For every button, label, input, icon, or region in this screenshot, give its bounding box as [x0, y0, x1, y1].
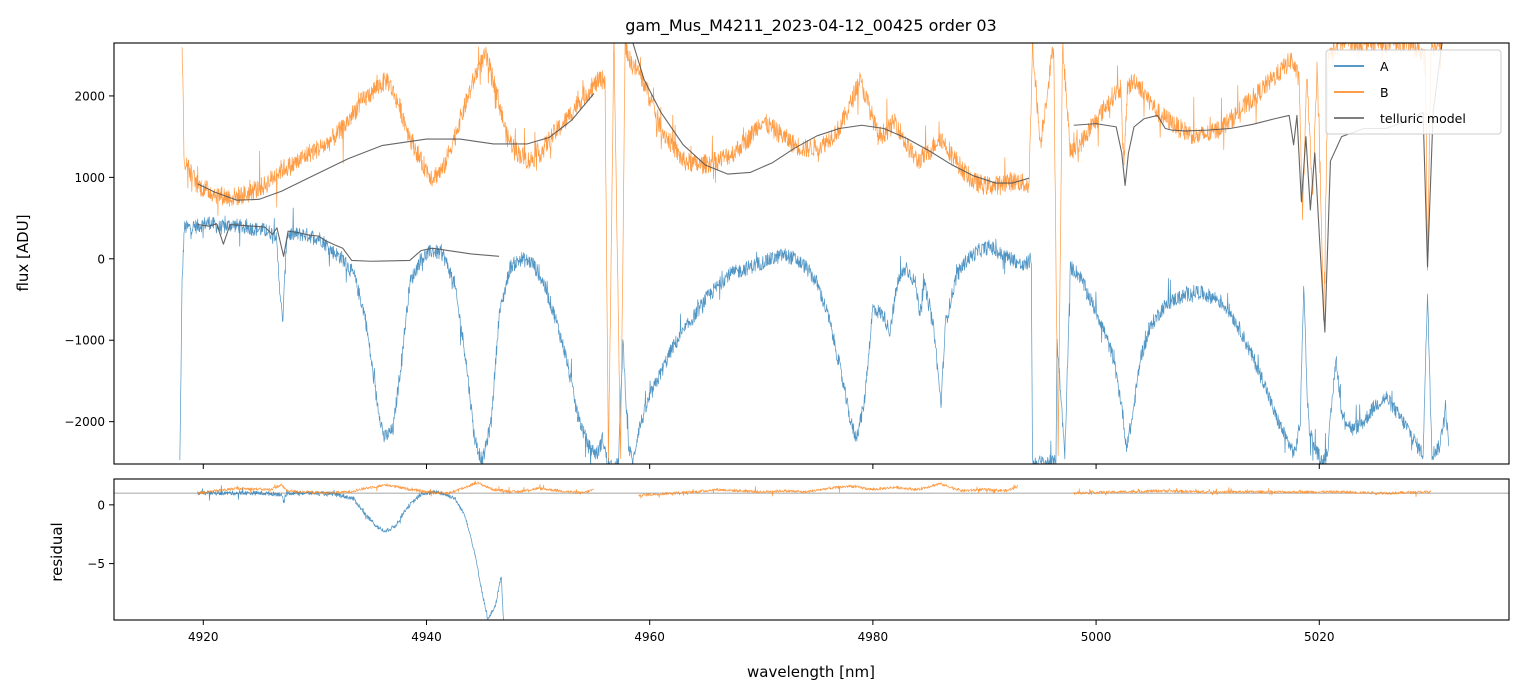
flux-telluric-model-c-line — [632, 43, 1030, 184]
flux-a-line — [179, 207, 1450, 464]
residual-y-tick-label: −5 — [87, 557, 105, 571]
a-residual-line — [197, 485, 504, 620]
flux-b-line — [181, 43, 1443, 462]
flux-telluric-model-a-line — [197, 223, 500, 262]
legend: A B telluric model — [1325, 49, 1502, 135]
x-tick-label: 5020 — [1304, 630, 1335, 644]
flux-y-tick-label: 0 — [97, 252, 105, 266]
legend-label-a: A — [1380, 59, 1389, 74]
residual-series-group — [114, 480, 1509, 620]
b-residual-line — [197, 480, 1432, 499]
flux-y-tick-label: −2000 — [64, 415, 105, 429]
residual-y-axis-label: residual — [48, 522, 66, 581]
residual-y-tick-label: 0 — [97, 498, 105, 512]
x-axis-label: wavelength [nm] — [747, 663, 875, 681]
flux-y-tick-label: 2000 — [74, 89, 105, 103]
flux-y-axis-label: flux [ADU] — [14, 214, 32, 291]
residual-y-ticks: −5 0 — [87, 498, 114, 571]
flux-axes-frame — [113, 42, 1510, 465]
residual-plot-area — [114, 479, 1509, 620]
residual-x-ticks: 4920 4940 4960 4980 5000 5020 — [188, 620, 1335, 644]
x-tick-label: 4940 — [411, 630, 442, 644]
residual-panel: −5 0 4920 4940 4960 4980 5000 5020 residual wa… — [48, 478, 1510, 681]
legend-label-telluric: telluric model — [1380, 111, 1466, 126]
x-tick-label: 5000 — [1081, 630, 1112, 644]
flux-y-tick-label: −1000 — [64, 334, 105, 348]
residual-axes-frame — [113, 478, 1510, 621]
flux-y-tick-label: 1000 — [74, 171, 105, 185]
flux-y-ticks: −2000 −1000 0 1000 2000 — [64, 89, 114, 429]
flux-telluric-model-b-line — [197, 93, 595, 201]
flux-panel: −2000 −1000 0 1000 2000 flux [ADU] A B tellu… — [14, 42, 1510, 469]
x-tick-label: 4960 — [634, 630, 665, 644]
x-tick-label: 4980 — [858, 630, 889, 644]
chart-title: gam_Mus_M4211_2023-04-12_00425 order 03 — [625, 16, 996, 36]
legend-label-b: B — [1380, 85, 1389, 100]
legend-box — [1325, 49, 1502, 135]
x-tick-label: 4920 — [188, 630, 219, 644]
flux-x-ticks — [202, 464, 1320, 469]
